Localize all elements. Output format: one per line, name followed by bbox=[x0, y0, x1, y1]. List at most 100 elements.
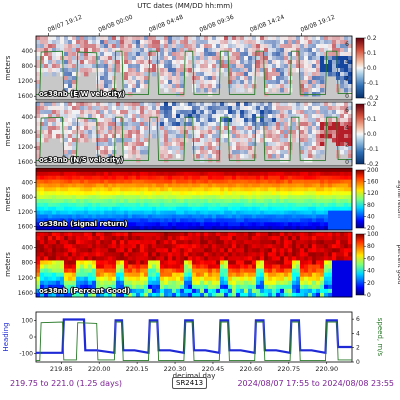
heatmap-cell bbox=[112, 280, 117, 286]
heatmap-cell bbox=[136, 40, 141, 45]
heatmap-cell bbox=[248, 150, 253, 155]
heatmap-cell bbox=[100, 252, 105, 257]
heatmap-cell bbox=[268, 280, 273, 286]
heatmap-cell bbox=[60, 130, 65, 135]
heatmap-cell bbox=[272, 138, 277, 143]
heatmap-cell bbox=[64, 114, 69, 119]
heatmap-cell bbox=[156, 222, 161, 227]
heatmap-cell bbox=[112, 126, 117, 131]
heatmap-cell bbox=[340, 146, 345, 151]
heatmap-cell bbox=[64, 102, 69, 107]
heatmap-cell bbox=[280, 232, 285, 237]
heatmap-cell bbox=[232, 84, 237, 89]
heatmap-cell bbox=[300, 64, 305, 69]
heatmap-cell bbox=[132, 52, 137, 57]
y-tick-label: 400 bbox=[22, 48, 34, 55]
heatmap-cell bbox=[228, 48, 233, 53]
heatmap-cell bbox=[240, 106, 245, 111]
heatmap-cell bbox=[44, 179, 49, 184]
heatmap-cell bbox=[108, 84, 113, 89]
heatmap-cell bbox=[100, 84, 105, 89]
heatmap-cell bbox=[284, 60, 289, 65]
heatmap-cell bbox=[156, 106, 161, 111]
heatmap-cell bbox=[68, 36, 73, 41]
x-tick-label: 220.90 bbox=[315, 365, 338, 373]
heatmap-cell bbox=[148, 240, 153, 245]
heatmap-cell bbox=[40, 244, 45, 249]
heatmap-cell bbox=[188, 264, 193, 269]
heatmap-cell bbox=[212, 222, 217, 227]
heatmap-cell bbox=[104, 222, 109, 227]
heatmap-cell bbox=[112, 68, 117, 73]
heatmap-cell bbox=[260, 48, 265, 53]
heatmap-cell bbox=[84, 222, 89, 227]
heatmap-cell bbox=[184, 210, 189, 215]
heatmap-cell bbox=[292, 102, 297, 107]
heatmap-cell bbox=[124, 284, 129, 290]
heatmap-cell bbox=[288, 179, 293, 184]
heatmap-cell bbox=[228, 218, 233, 223]
heatmap-cell bbox=[340, 106, 345, 111]
heatmap-cell bbox=[176, 292, 181, 298]
heatmap-cell bbox=[244, 236, 249, 241]
heatmap-cell bbox=[176, 40, 181, 45]
heatmap-cell bbox=[212, 272, 217, 278]
heatmap-cell bbox=[44, 292, 49, 298]
heatmap-cell bbox=[156, 260, 161, 265]
heatmap-cell bbox=[104, 264, 109, 269]
heatmap-cell bbox=[272, 175, 277, 181]
heatmap-cell bbox=[184, 122, 189, 127]
heatmap-cell bbox=[92, 175, 97, 181]
heatmap-cell bbox=[68, 244, 73, 249]
heatmap-cell bbox=[132, 195, 137, 200]
heatmap-cell bbox=[332, 36, 337, 41]
heatmap-cell bbox=[64, 126, 69, 131]
heatmap-cell bbox=[40, 44, 45, 49]
heatmap-cell bbox=[192, 142, 197, 147]
colorbar-tick-label: 80 bbox=[367, 243, 375, 250]
heatmap-cell bbox=[148, 171, 153, 177]
heatmap-cell bbox=[124, 187, 129, 192]
heatmap-cell bbox=[256, 252, 261, 257]
heatmap-cell bbox=[216, 202, 221, 208]
heatmap-cell bbox=[188, 268, 193, 274]
heatmap-cell bbox=[288, 110, 293, 115]
heatmap-cell bbox=[108, 106, 113, 111]
heatmap-cell bbox=[264, 226, 269, 231]
heatmap-cell bbox=[232, 210, 237, 215]
heatmap-cell bbox=[328, 206, 333, 212]
heatmap-cell bbox=[104, 179, 109, 184]
heatmap-cell bbox=[160, 134, 165, 139]
heatmap-cell bbox=[280, 268, 285, 274]
heatmap-cell bbox=[268, 288, 273, 294]
heatmap-cell bbox=[236, 248, 241, 253]
heatmap-cell bbox=[108, 64, 113, 69]
heatmap-cell bbox=[176, 68, 181, 73]
heatmap-cell bbox=[108, 68, 113, 73]
heatmap-cell bbox=[244, 202, 249, 208]
heatmap-cell bbox=[268, 179, 273, 184]
heatmap-cell bbox=[180, 248, 185, 253]
heatmap-cell bbox=[224, 60, 229, 65]
heatmap-cell bbox=[316, 175, 321, 181]
heatmap-cell bbox=[136, 118, 141, 123]
heatmap-cell bbox=[332, 187, 337, 192]
heatmap-cell bbox=[140, 114, 145, 119]
heatmap-cell bbox=[268, 268, 273, 274]
heatmap-cell bbox=[328, 60, 333, 65]
heatmap-cell bbox=[144, 171, 149, 177]
heatmap-cell bbox=[156, 44, 161, 49]
heatmap-cell bbox=[160, 56, 165, 61]
heatmap-cell bbox=[164, 183, 169, 188]
heatmap-cell bbox=[316, 284, 321, 290]
heatmap-cell bbox=[84, 187, 89, 192]
heatmap-cell bbox=[140, 110, 145, 115]
heatmap-cell bbox=[96, 222, 101, 227]
heatmap-cell bbox=[36, 72, 41, 77]
heatmap-cell bbox=[80, 236, 85, 241]
heatmap-cell bbox=[264, 199, 269, 204]
heatmap-cell bbox=[284, 64, 289, 69]
heatmap-cell bbox=[168, 56, 173, 61]
heatmap-cell bbox=[216, 175, 221, 181]
heatmap-cell bbox=[252, 226, 257, 231]
